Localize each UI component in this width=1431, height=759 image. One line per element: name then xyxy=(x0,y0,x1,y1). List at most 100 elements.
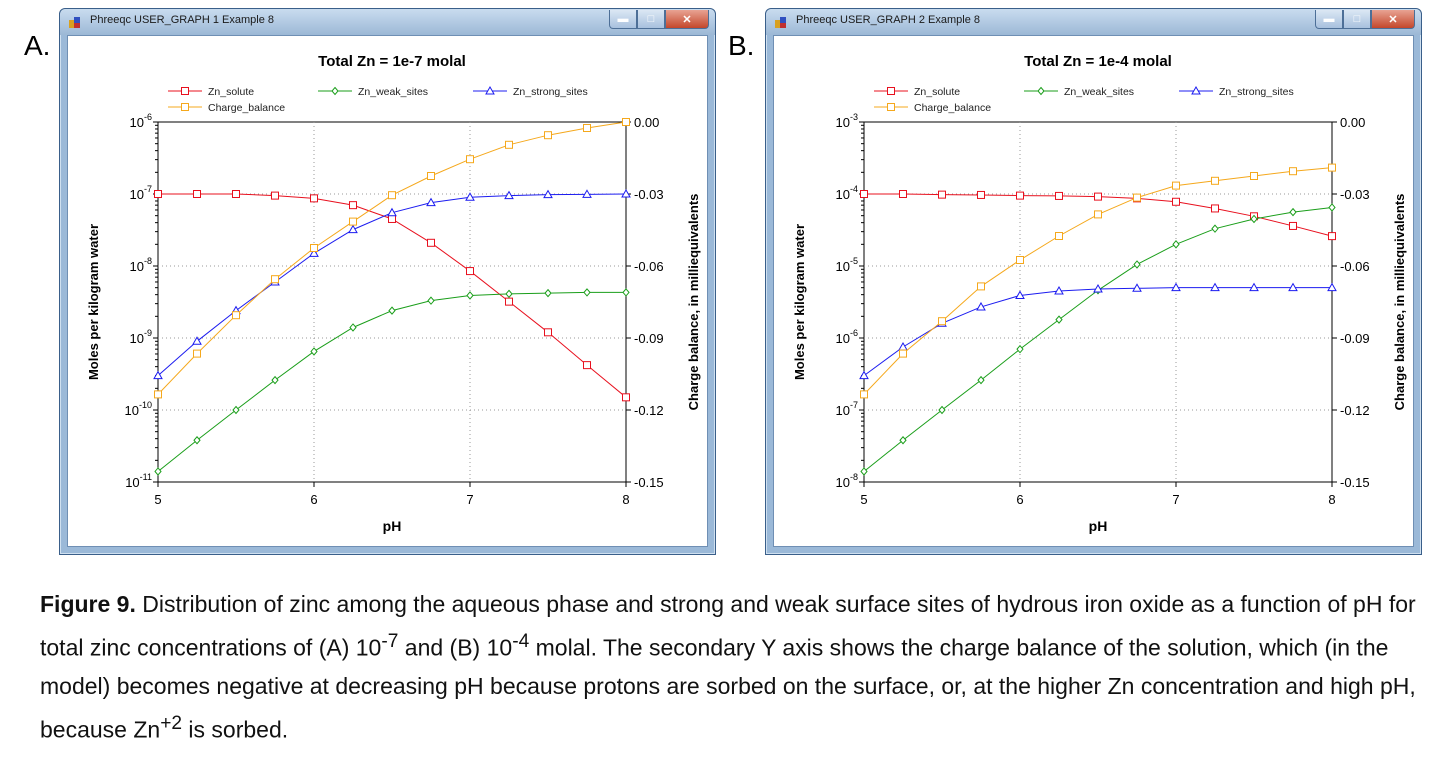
minimize-button[interactable]: ▬ xyxy=(1315,10,1343,29)
minimize-button[interactable]: ▬ xyxy=(609,10,637,29)
data-point xyxy=(583,124,591,132)
data-point xyxy=(1055,191,1063,200)
panel-b-letter: B. xyxy=(728,30,755,61)
data-point xyxy=(544,328,552,337)
data-point xyxy=(1172,181,1180,190)
x-tick-label: 5 xyxy=(154,492,161,507)
caption-text: is sorbed. xyxy=(182,716,289,743)
legend-label: Zn_strong_sites xyxy=(513,86,588,98)
maximize-button[interactable]: □ xyxy=(1343,10,1371,29)
data-point xyxy=(193,190,201,198)
series-line xyxy=(158,193,627,398)
data-point xyxy=(505,140,513,149)
data-point xyxy=(899,435,907,445)
maximize-button[interactable]: □ xyxy=(637,10,665,29)
panel-a-letter: A. xyxy=(24,30,51,61)
window-titlebar[interactable] xyxy=(766,9,1421,35)
data-point xyxy=(388,214,396,223)
legend-marker xyxy=(1191,85,1201,95)
series-line xyxy=(157,291,626,472)
data-point xyxy=(860,467,868,476)
y2-tick-label: -0.12 xyxy=(1340,403,1370,418)
data-point xyxy=(232,405,240,415)
data-point xyxy=(465,192,475,201)
window-titlebar[interactable] xyxy=(60,9,715,35)
data-point xyxy=(388,191,396,200)
data-point xyxy=(271,275,279,284)
legend-marker xyxy=(887,87,895,95)
y-tick-label: 10-10 xyxy=(125,400,152,418)
data-point xyxy=(899,349,907,358)
y-tick-label: 10-8 xyxy=(836,472,858,490)
data-point xyxy=(938,190,946,199)
data-point xyxy=(938,317,946,326)
data-point xyxy=(309,248,319,257)
legend-item: Zn_strong_sites xyxy=(473,85,588,98)
data-point xyxy=(505,297,513,306)
data-point xyxy=(349,201,357,210)
data-point xyxy=(1094,192,1102,201)
legend-item: Zn_weak_sites xyxy=(318,86,428,98)
y-tick-label: 10-7 xyxy=(836,400,858,418)
data-point xyxy=(1328,203,1336,212)
series-line xyxy=(863,287,1332,377)
series-zn-strong-sites xyxy=(859,282,1337,380)
data-point xyxy=(1249,282,1259,292)
data-point xyxy=(1132,283,1142,292)
y-tick-label: 10-9 xyxy=(130,328,152,346)
y-tick-label: 10-3 xyxy=(836,112,858,130)
x-tick-label: 7 xyxy=(466,492,473,507)
data-point xyxy=(1211,204,1219,213)
series-zn-weak-sites xyxy=(860,203,1336,476)
legend-label: Charge_balance xyxy=(914,102,991,114)
data-point xyxy=(977,375,985,385)
data-point xyxy=(232,190,240,198)
y-tick-label: 10-11 xyxy=(125,472,152,490)
data-point xyxy=(1210,282,1220,292)
window-title: Phreeqc USER_GRAPH 2 Example 8 xyxy=(796,14,981,26)
data-point xyxy=(977,282,985,291)
series-zn-weak-sites xyxy=(154,288,630,476)
legend-label: Zn_weak_sites xyxy=(358,86,428,98)
y-axis-label: Moles per kilogram water xyxy=(792,224,807,380)
caption-sup: -7 xyxy=(381,631,399,652)
legend-label: Charge_balance xyxy=(208,102,285,114)
data-point xyxy=(1016,191,1024,200)
series-line xyxy=(157,121,627,395)
data-point xyxy=(621,188,631,198)
data-point xyxy=(1289,167,1297,176)
data-point xyxy=(1172,240,1180,249)
data-point xyxy=(310,244,318,252)
y-tick-label: 10-6 xyxy=(836,328,858,346)
legend-item: Charge_balance xyxy=(874,102,991,114)
plot-frame xyxy=(157,121,627,483)
graph-window-b[interactable]: Phreeqc USER_GRAPH 2 Example 8 ▬ □ ✕ Tot… xyxy=(765,8,1422,555)
data-point xyxy=(349,217,357,226)
data-point xyxy=(622,118,630,126)
close-button[interactable]: ✕ xyxy=(1371,10,1415,29)
data-point xyxy=(349,323,357,332)
data-point xyxy=(583,288,591,297)
legend-marker xyxy=(181,103,189,111)
maximize-icon: □ xyxy=(647,13,655,25)
data-point xyxy=(582,189,592,198)
data-point xyxy=(466,155,474,164)
y-tick-label: 10-5 xyxy=(836,256,858,274)
close-button[interactable]: ✕ xyxy=(665,10,709,29)
data-point xyxy=(505,289,513,299)
close-icon: ✕ xyxy=(1388,13,1398,26)
figure-caption: Figure 9. Distribution of zinc among the… xyxy=(40,585,1420,748)
app-icon xyxy=(775,17,786,28)
y2-tick-label: 0.00 xyxy=(634,115,659,130)
plot-frame xyxy=(863,121,1333,483)
close-icon: ✕ xyxy=(682,13,692,26)
x-tick-label: 6 xyxy=(1016,492,1023,507)
graph-window-a[interactable]: Phreeqc USER_GRAPH 1 Example 8 ▬ □ ✕ Tot… xyxy=(59,8,716,555)
data-point xyxy=(860,190,868,198)
data-point xyxy=(1288,282,1298,292)
data-point xyxy=(976,301,986,311)
caption-text: molal. The secondary Y axis shows the ch… xyxy=(40,634,1416,743)
chart-area: Total Zn = 1e-4 molal Zn_solute Zn_weak_si… xyxy=(773,35,1414,547)
data-point xyxy=(153,370,163,380)
chart-area: Total Zn = 1e-7 molal Zn_solute Zn_weak_si… xyxy=(67,35,708,547)
